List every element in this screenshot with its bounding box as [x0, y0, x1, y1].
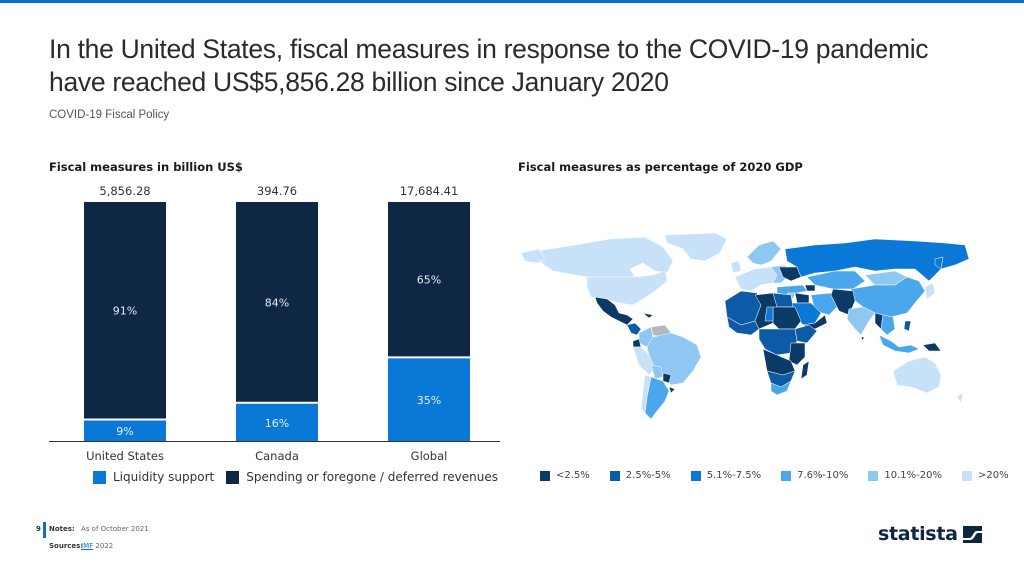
region-turkey[interactable] [776, 284, 808, 296]
statista-logo-icon [962, 525, 982, 543]
region-greenland[interactable] [664, 232, 728, 262]
region-scandinavia[interactable] [746, 240, 782, 266]
stacked-bar-chart: 91% 9% 5,856.28 United States 84% 16% 394.76 Ca… [49, 184, 500, 463]
total-label: 394.76 [257, 184, 297, 198]
legend-label: 2.5%-5% [625, 470, 671, 481]
map-legend-item[interactable]: >20% [961, 470, 1009, 481]
page-number: 9 [36, 525, 41, 533]
region-iraq[interactable] [794, 292, 810, 304]
data-label-spending: 91% [113, 305, 137, 318]
region-usa[interactable] [586, 270, 668, 306]
x-tick-label: Canada [255, 449, 299, 463]
source-year: 2022 [95, 542, 114, 550]
region-sakhalin[interactable] [934, 256, 944, 270]
page-title: In the United States, fiscal measures in… [49, 34, 929, 97]
region-indochina[interactable] [880, 314, 896, 336]
statista-logo[interactable]: statista [878, 523, 982, 545]
page-subtitle: COVID-19 Fiscal Policy [49, 109, 170, 121]
page-marker [43, 522, 46, 538]
bar-segment-spending[interactable] [236, 202, 318, 402]
legend-label: Liquidity support [113, 470, 215, 484]
bar-segment-liquidity[interactable] [236, 403, 318, 441]
region-papua-new-guinea[interactable] [922, 342, 942, 352]
region-niger[interactable] [764, 306, 774, 322]
map-legend-item[interactable]: 2.5%-5% [609, 470, 671, 481]
footer: 9 Notes: As of October 2021 Sources: IMF… [0, 515, 1024, 576]
region-alaska[interactable] [520, 248, 546, 264]
notes-label: Notes: [49, 525, 75, 533]
map-legend: <2.5% 2.5%-5% 5.1%-7.5% 7.6%-10% 10.1%-2… [540, 470, 1024, 481]
legend-swatch [781, 470, 792, 481]
region-kazakhstan[interactable] [806, 270, 866, 290]
map-legend-item[interactable]: <2.5% [540, 470, 590, 481]
legend-label: 10.1%-20% [884, 470, 942, 481]
legend-swatch-liquidity [93, 470, 106, 484]
x-tick-label: United States [86, 449, 164, 463]
region-madagascar[interactable] [800, 360, 810, 380]
source-link-imf[interactable]: IMF [81, 542, 94, 550]
region-india[interactable] [846, 306, 876, 336]
region-japan[interactable] [924, 282, 936, 300]
world-choropleth-map [520, 232, 970, 420]
notes-text: As of October 2021 [81, 525, 149, 533]
region-indonesia[interactable] [878, 334, 920, 354]
region-paraguay[interactable] [662, 372, 672, 384]
region-central-america[interactable] [626, 322, 642, 336]
region-sri-lanka[interactable] [860, 336, 865, 342]
region-caribbean[interactable] [642, 312, 654, 319]
region-east-africa[interactable] [788, 342, 806, 366]
region-russia[interactable] [784, 238, 970, 282]
region-western-europe[interactable] [734, 266, 778, 292]
region-canada[interactable] [536, 236, 674, 278]
data-label-liquidity: 35% [417, 394, 441, 407]
region-new-zealand[interactable] [956, 392, 964, 404]
bar-chart-title: Fiscal measures in billion US$ [49, 160, 243, 174]
data-label-liquidity: 9% [116, 425, 133, 438]
data-label-spending: 84% [265, 296, 289, 309]
legend-swatch-spending [226, 470, 240, 484]
legend-item-spending[interactable]: Spending or foregone / deferred revenues [226, 470, 498, 484]
legend-swatch [609, 470, 620, 481]
region-philippines[interactable] [903, 320, 912, 332]
bar-segment-spending[interactable] [388, 202, 470, 357]
bar-segment-liquidity[interactable] [388, 358, 470, 441]
data-label-liquidity: 16% [265, 417, 289, 430]
region-bolivia[interactable] [650, 364, 664, 380]
region-australia[interactable] [892, 356, 942, 394]
region-uk[interactable] [730, 260, 742, 274]
map-legend-item[interactable]: 5.1%-7.5% [690, 470, 762, 481]
sources-row: IMF 2022 [81, 542, 113, 550]
bar-segment-liquidity[interactable] [84, 420, 166, 441]
map-title: Fiscal measures as percentage of 2020 GD… [518, 160, 803, 174]
data-label-spending: 65% [417, 274, 441, 287]
legend-swatch [868, 470, 879, 481]
total-label: 5,856.28 [99, 184, 150, 198]
region-uruguay[interactable] [668, 386, 676, 394]
x-tick-label: Global [411, 449, 448, 463]
legend-label: 7.6%-10% [797, 470, 849, 481]
legend-label: <2.5% [556, 470, 590, 481]
region-caucasus[interactable] [804, 284, 816, 292]
legend-swatch [540, 470, 550, 481]
region-west-africa[interactable] [726, 316, 760, 336]
top-accent-bar [0, 0, 1024, 3]
legend-item-liquidity[interactable]: Liquidity support [93, 470, 214, 484]
map-legend-item[interactable]: 10.1%-20% [868, 470, 942, 481]
sources-label: Sources: [49, 542, 84, 550]
legend-label: >20% [977, 470, 1009, 481]
map-legend-item[interactable]: 7.6%-10% [781, 470, 848, 481]
bar-segment-spending[interactable] [84, 202, 166, 419]
region-chile[interactable] [640, 374, 652, 414]
legend-label: 5.1%-7.5% [706, 470, 762, 481]
total-label: 17,684.41 [400, 184, 459, 198]
logo-text: statista [878, 523, 958, 545]
bar-chart-legend: Liquidity support Spending or foregone /… [93, 470, 510, 484]
legend-swatch [961, 470, 972, 481]
legend-label: Spending or foregone / deferred revenues [246, 470, 498, 484]
region-mexico[interactable] [594, 296, 634, 326]
legend-swatch [690, 470, 701, 481]
region-ukraine-belarus[interactable] [778, 266, 802, 282]
region-south-africa[interactable] [770, 380, 792, 396]
